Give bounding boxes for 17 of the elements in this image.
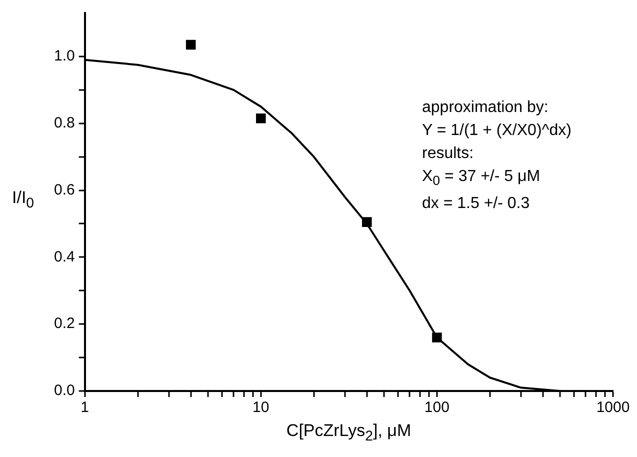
y-tick-label: 1.0: [54, 48, 75, 65]
y-tick-label: 0.6: [54, 181, 75, 198]
x-tick-label: 10: [252, 399, 270, 416]
y-tick-label: 0.8: [54, 114, 75, 132]
annotation: X$_{0}$ = 37 +/- 5 μM: [422, 167, 542, 190]
annotation: dx = 1.5 +/- 0.3: [422, 194, 531, 214]
x-tick-label: 1000: [596, 399, 630, 416]
annotation: approximation by:: [422, 98, 550, 118]
x-tick-label: 1: [80, 399, 90, 416]
annotation: Y = 1/(1 + (X/X0)^dx): [422, 121, 572, 141]
x-tick-label: 100: [424, 399, 450, 416]
annotation: results:: [422, 144, 475, 164]
y-tick-label: 0.0: [54, 382, 75, 400]
y-axis-title: I/I$_{0}$: [12, 188, 34, 212]
x-axis-title: C[PcZrLys$_{2}$], μM: [286, 421, 412, 444]
y-tick-label: 0.4: [54, 248, 75, 266]
y-tick-label: 0.2: [54, 315, 75, 332]
